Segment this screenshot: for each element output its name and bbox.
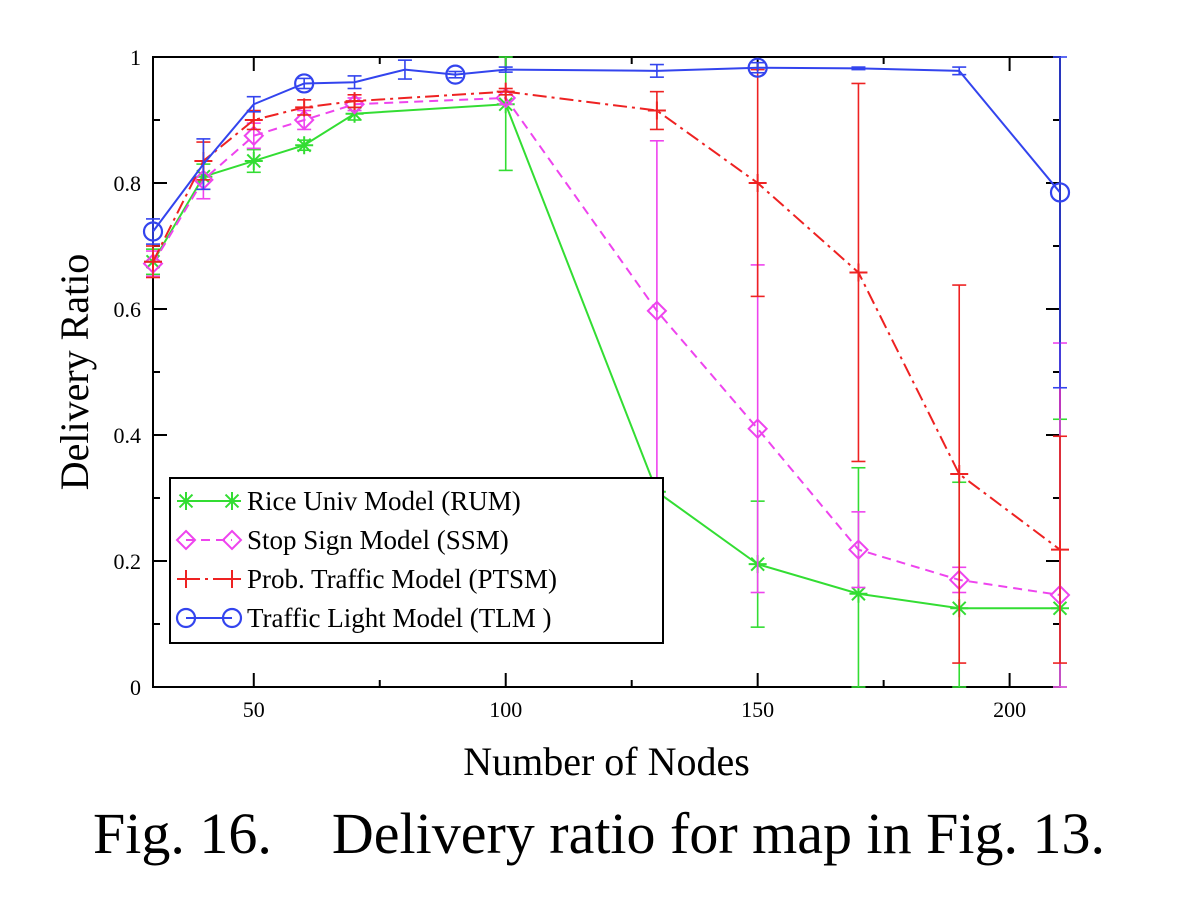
- legend-marker: [177, 492, 195, 510]
- data-point: [295, 98, 314, 117]
- legend-entry: Rice Univ Model (RUM): [177, 486, 521, 516]
- data-point: [496, 82, 515, 101]
- data-point: [748, 174, 767, 192]
- data-point: [142, 221, 164, 242]
- y-tick-label: 0.8: [114, 171, 142, 196]
- data-point: [243, 125, 265, 147]
- legend-label: Stop Sign Model (SSM): [247, 525, 509, 555]
- data-point: [747, 418, 769, 440]
- legend-marker: [223, 570, 241, 588]
- y-tick-label: 0: [130, 675, 141, 700]
- x-tick-label: 150: [741, 697, 774, 722]
- data-point: [1051, 540, 1069, 559]
- x-tick-label: 50: [243, 697, 265, 722]
- legend-marker: [175, 529, 197, 551]
- data-point: [294, 73, 315, 94]
- y-axis-title: Delivery Ratio: [52, 254, 97, 491]
- legend-label: Rice Univ Model (RUM): [247, 486, 521, 516]
- data-point: [295, 136, 314, 155]
- x-axis-title: Number of Nodes: [463, 739, 750, 784]
- y-tick-label: 0.6: [114, 297, 142, 322]
- series-layer: [142, 56, 1071, 688]
- legend-entry: Traffic Light Model (TLM ): [175, 603, 551, 633]
- legend-marker: [177, 570, 195, 588]
- legend-label: Prob. Traffic Model (PTSM): [247, 564, 557, 594]
- data-point: [848, 539, 869, 561]
- legend-entry: Stop Sign Model (SSM): [175, 525, 509, 555]
- data-point: [1049, 182, 1071, 203]
- data-point: [849, 263, 868, 282]
- x-tick-label: 100: [489, 697, 522, 722]
- data-point: [345, 92, 364, 111]
- data-point: [950, 465, 969, 484]
- data-point: [293, 109, 315, 131]
- series-line: [152, 66, 1061, 233]
- legend-marker: [221, 607, 243, 629]
- data-point: [647, 101, 666, 120]
- legend-marker: [221, 529, 243, 551]
- y-tick-label: 0.4: [114, 423, 142, 448]
- legend-marker: [175, 607, 197, 629]
- data-point: [849, 584, 868, 603]
- legend-marker: [223, 492, 241, 510]
- series-line: [152, 90, 1061, 551]
- data-point: [244, 111, 263, 129]
- data-point: [244, 151, 263, 170]
- data-point: [144, 252, 162, 271]
- data-point: [747, 57, 768, 78]
- figure-caption: Fig. 16. Delivery ratio for map in Fig. 1…: [0, 800, 1198, 867]
- legend: Rice Univ Model (RUM) Stop Sign Model (SS…: [169, 477, 664, 644]
- y-tick-label: 1: [130, 45, 141, 70]
- x-tick-label: 200: [993, 697, 1026, 722]
- series-circle: [142, 56, 1071, 389]
- data-point: [445, 64, 466, 85]
- caption-text: Delivery ratio for map in Fig. 13.: [331, 801, 1106, 866]
- legend-box: [169, 477, 664, 644]
- y-tick-label: 0.2: [114, 549, 142, 574]
- data-point: [646, 300, 668, 322]
- caption-figure-number: Fig. 16.: [92, 801, 272, 866]
- legend-label: Traffic Light Model (TLM ): [247, 603, 551, 633]
- series-plus: [144, 68, 1069, 664]
- legend-entry: Prob. Traffic Model (PTSM): [177, 564, 557, 594]
